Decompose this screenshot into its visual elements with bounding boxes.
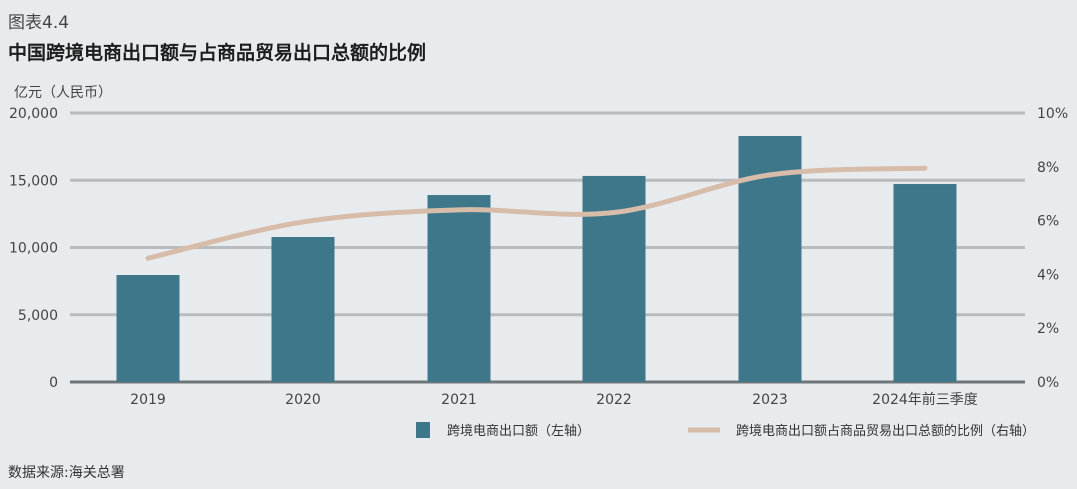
left-tick-label: 0 bbox=[49, 375, 58, 391]
x-tick-label: 2019 bbox=[130, 392, 166, 408]
right-tick-label: 0% bbox=[1037, 375, 1059, 391]
ratio-line bbox=[145, 165, 928, 261]
bar-2024年前三季度 bbox=[893, 184, 957, 382]
data-source: 数据来源:海关总署 bbox=[8, 465, 125, 481]
right-tick-label: 10% bbox=[1037, 106, 1068, 122]
left-tick-label: 10,000 bbox=[9, 241, 58, 257]
x-tick-label: 2022 bbox=[596, 392, 632, 408]
left-tick-label: 5,000 bbox=[18, 308, 58, 324]
right-tick-label: 6% bbox=[1037, 214, 1059, 230]
left-tick-label: 20,000 bbox=[9, 106, 58, 122]
line-series bbox=[145, 165, 928, 261]
legend: 跨境电商出口额（左轴） 跨境电商出口额占商品贸易出口总额的比例（右轴） bbox=[416, 422, 1035, 439]
x-tick-label: 2021 bbox=[441, 392, 477, 408]
left-axis-unit-label: 亿元（人民币） bbox=[14, 85, 112, 101]
legend-line-label: 跨境电商出口额占商品贸易出口总额的比例（右轴） bbox=[736, 423, 1035, 439]
left-axis-ticks: 0 5,000 10,000 15,000 20,000 bbox=[9, 106, 58, 391]
chart-title: 中国跨境电商出口额与占商品贸易出口总额的比例 bbox=[8, 42, 427, 64]
right-axis-ticks: 0% 2% 4% 6% 8% 10% bbox=[1037, 106, 1068, 391]
x-axis-ticks: 2019 2020 2021 2022 2023 2024年前三季度 bbox=[130, 391, 978, 408]
right-tick-label: 2% bbox=[1037, 321, 1059, 337]
bar-series bbox=[116, 135, 957, 382]
gridlines bbox=[70, 111, 1025, 384]
figure-label: 图表4.4 bbox=[8, 13, 70, 33]
right-tick-label: 4% bbox=[1037, 267, 1059, 283]
bar-2020 bbox=[271, 237, 335, 382]
x-tick-label: 2024年前三季度 bbox=[872, 391, 978, 408]
x-tick-label: 2023 bbox=[752, 392, 788, 408]
bar-2019 bbox=[116, 275, 180, 382]
right-tick-label: 8% bbox=[1037, 160, 1059, 176]
x-tick-label: 2020 bbox=[285, 392, 321, 408]
legend-bar-swatch bbox=[416, 422, 430, 438]
left-tick-label: 15,000 bbox=[9, 173, 58, 189]
bar-2021 bbox=[427, 195, 491, 382]
legend-bar-label: 跨境电商出口额（左轴） bbox=[447, 424, 590, 439]
